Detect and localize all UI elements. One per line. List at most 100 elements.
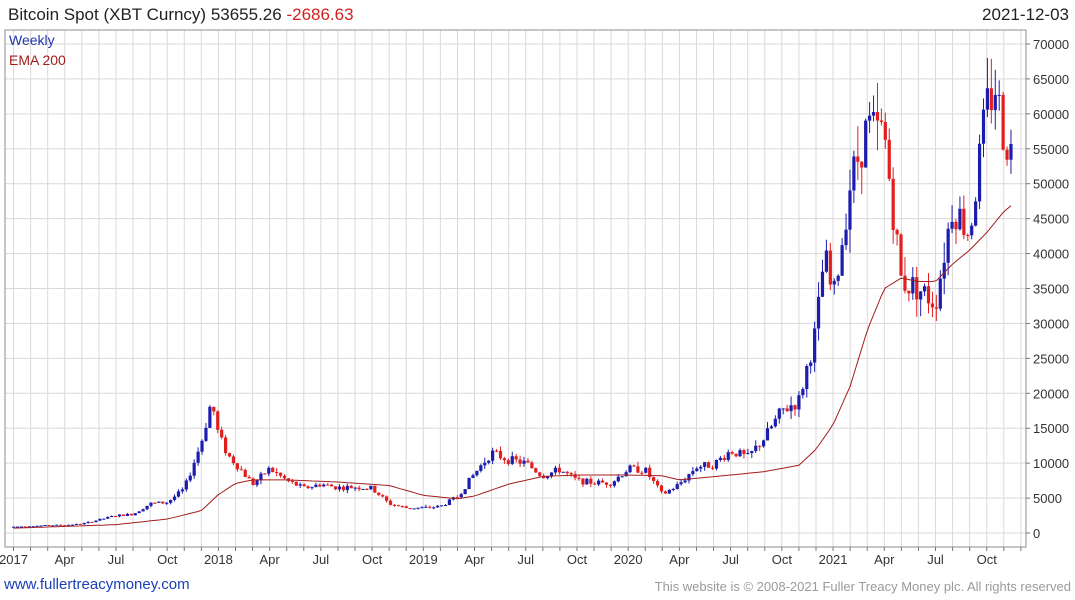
candle-body	[361, 488, 365, 490]
candle-body	[428, 506, 432, 508]
candle-body	[604, 482, 609, 485]
candle-body	[718, 457, 722, 461]
candle-body	[15, 526, 20, 528]
candle-body	[703, 462, 707, 467]
candle-body	[475, 470, 479, 476]
candle-body	[318, 484, 322, 487]
candle-body	[644, 467, 648, 473]
candle-body	[514, 456, 518, 460]
candle-body	[526, 460, 530, 463]
candle-body	[632, 465, 636, 467]
x-tick-label: Oct	[157, 552, 178, 567]
candle-body	[628, 465, 632, 473]
candle-body	[750, 451, 754, 454]
candle-body	[919, 291, 923, 300]
candle-body	[659, 485, 664, 492]
candle-body	[23, 526, 27, 528]
candle-body	[176, 491, 181, 497]
candle-body	[538, 472, 542, 476]
legend-weekly: Weekly	[9, 32, 55, 48]
footer-website-link[interactable]: www.fullertreacymoney.com	[4, 576, 190, 593]
candle-body	[981, 109, 986, 144]
candle-body	[330, 484, 334, 487]
candle-body	[494, 450, 499, 452]
candle-body	[121, 514, 126, 516]
candle-body	[620, 476, 624, 478]
candle-body	[1009, 143, 1013, 160]
y-tick-label: 5000	[1033, 491, 1062, 506]
candle-body	[675, 484, 679, 489]
candle-body	[157, 501, 161, 503]
candle-body	[636, 466, 640, 473]
candle-body	[31, 526, 35, 528]
candle-body	[828, 250, 832, 285]
candle-body	[687, 474, 691, 481]
candle-body	[381, 495, 385, 497]
candle-body	[534, 468, 538, 473]
candle-body	[1001, 94, 1005, 150]
candle-body	[400, 505, 404, 507]
y-tick-label: 50000	[1033, 177, 1069, 192]
candle-body	[298, 484, 302, 486]
y-tick-label: 30000	[1033, 316, 1069, 331]
x-tick-label: Jul	[927, 552, 944, 567]
candle-body	[974, 201, 978, 226]
candle-body	[545, 476, 550, 479]
candle-body	[169, 499, 173, 503]
candle-body	[714, 460, 719, 469]
candle-body	[671, 488, 675, 490]
candle-body	[856, 156, 860, 162]
candle-body	[683, 480, 687, 483]
y-tick-label: 35000	[1033, 282, 1069, 297]
candle-body	[993, 95, 997, 111]
x-tick-label: Oct	[977, 552, 998, 567]
candle-body	[11, 526, 16, 528]
x-tick-label: Jul	[108, 552, 125, 567]
candle-body	[231, 456, 236, 464]
candle-body	[98, 518, 102, 521]
candle-body	[216, 411, 220, 430]
candle-body	[573, 474, 577, 478]
candle-body	[942, 262, 946, 279]
candle-body	[934, 307, 938, 309]
candle-body	[455, 497, 459, 499]
x-tick-label: Apr	[55, 552, 76, 567]
candle-body	[483, 462, 487, 466]
candle-body	[652, 477, 656, 481]
candle-body	[805, 366, 809, 390]
candle-body	[275, 471, 279, 473]
candle-body	[871, 112, 876, 116]
candle-body	[903, 275, 907, 291]
y-tick-label: 10000	[1033, 456, 1069, 471]
chart-date: 2021-12-03	[982, 5, 1069, 24]
candle-body	[125, 513, 130, 516]
candle-body	[396, 505, 400, 507]
candle-body	[204, 427, 208, 441]
x-tick-label: Apr	[260, 552, 281, 567]
candle-body	[377, 492, 381, 496]
candle-body	[746, 453, 750, 455]
candle-body	[357, 487, 361, 490]
candle-body	[781, 408, 785, 410]
candle-body	[553, 467, 558, 473]
chart-header: Bitcoin Spot (XBT Curncy) 53655.26 -2686…	[0, 0, 1075, 30]
chart-title: Bitcoin Spot (XBT Curncy) 53655.26 -2686…	[8, 5, 354, 25]
candle-body	[789, 405, 793, 412]
candle-body	[864, 120, 868, 168]
candle-body	[239, 469, 243, 471]
candle-body	[542, 475, 546, 479]
candle-body	[47, 525, 51, 527]
candle-body	[141, 509, 145, 512]
candle-body	[263, 473, 267, 475]
candle-body	[235, 463, 239, 470]
x-tick-label: Oct	[772, 552, 793, 567]
candle-body	[938, 278, 942, 309]
chart-grid	[5, 30, 1026, 547]
y-tick-label: 25000	[1033, 351, 1069, 366]
candle-body	[200, 440, 204, 452]
candle-body	[624, 472, 628, 477]
candle-body	[887, 139, 891, 179]
candle-body	[699, 466, 703, 469]
candle-body	[59, 524, 63, 526]
